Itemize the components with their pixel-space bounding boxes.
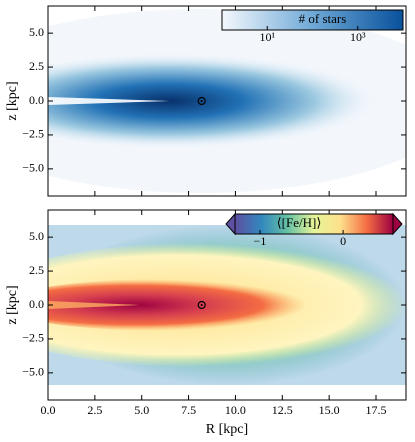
sun-marker (197, 96, 206, 106)
y-tick-label: 5.0 (29, 229, 44, 243)
colorbar-tick-label: 0 (340, 234, 346, 248)
y-axis-label: z [kpc] (5, 285, 20, 324)
x-tick-label: 5.0 (134, 403, 149, 417)
x-tick-label: 17.5 (366, 403, 387, 417)
x-tick-label: 12.5 (272, 403, 293, 417)
y-tick-label: −5.0 (22, 161, 44, 175)
y-tick-label: −2.5 (22, 127, 44, 141)
x-tick-label: 10.0 (225, 403, 246, 417)
y-axis-label: z [kpc] (5, 81, 20, 120)
y-tick-label: 0.0 (29, 93, 44, 107)
x-tick-label: 7.5 (181, 403, 196, 417)
colorbar-tick-label: 10¹ (259, 30, 275, 44)
y-tick-label: 0.0 (29, 297, 44, 311)
colorbar-tick-label: 10³ (350, 30, 366, 44)
density-map (48, 9, 406, 193)
y-tick-label: 5.0 (29, 25, 44, 39)
colorbar (234, 213, 394, 235)
metallicity-map (48, 225, 406, 385)
colorbar-label: ⟨[Fe/H]⟩ (277, 215, 322, 230)
y-tick-label: 2.5 (29, 59, 44, 73)
x-tick-label: 2.5 (87, 403, 102, 417)
sun-marker (197, 300, 206, 310)
x-axis-label: R [kpc] (206, 422, 248, 437)
x-tick-label: 15.0 (319, 403, 340, 417)
colorbar-label: # of stars (299, 11, 347, 26)
y-tick-label: −5.0 (22, 365, 44, 379)
x-tick-label: 0.0 (41, 403, 56, 417)
y-tick-label: 2.5 (29, 263, 44, 277)
y-tick-label: −2.5 (22, 331, 44, 345)
sun-marker-dot (200, 304, 203, 306)
colorbar (221, 9, 404, 31)
sun-marker-dot (200, 100, 203, 102)
colorbar-tick-label: −1 (254, 234, 267, 248)
